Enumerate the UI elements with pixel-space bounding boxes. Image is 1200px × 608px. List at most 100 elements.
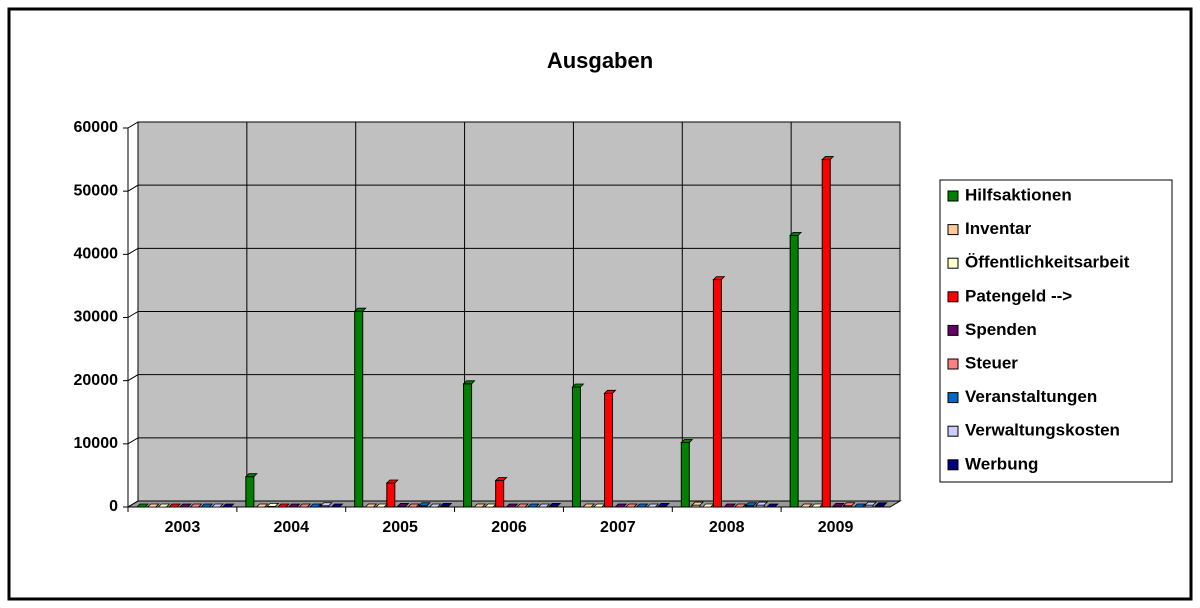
- legend-label: Hilfsaktionen: [965, 185, 1072, 204]
- bar-top: [646, 503, 660, 508]
- bar-top: [146, 503, 160, 508]
- chart-title: Ausgaben: [547, 48, 653, 73]
- bar-top: [853, 503, 867, 508]
- legend-label: Patengeld -->: [965, 286, 1072, 305]
- legend-label: Öffentlichkeitsarbeit: [965, 253, 1130, 272]
- bar-top: [712, 276, 726, 281]
- legend-swatch: [947, 257, 959, 269]
- bar: [354, 310, 364, 508]
- bar-top: [200, 503, 214, 508]
- y-tick-label: 30000: [74, 309, 119, 326]
- bar-top: [330, 503, 344, 508]
- bar-top: [396, 502, 410, 507]
- bar-top: [582, 503, 596, 508]
- x-tick-label: 2006: [491, 519, 527, 536]
- bar: [386, 482, 396, 508]
- bar-top: [516, 503, 530, 508]
- legend-label: Steuer: [965, 353, 1018, 372]
- x-tick-label: 2007: [600, 519, 636, 536]
- bar-top: [417, 502, 431, 507]
- bar: [821, 159, 831, 508]
- legend-swatch: [947, 224, 959, 236]
- bar-top: [755, 501, 769, 506]
- bar: [245, 476, 255, 508]
- bar-top: [428, 503, 442, 508]
- bar-top: [178, 503, 192, 508]
- y-tick-label: 60000: [74, 119, 119, 136]
- legend-swatch: [947, 392, 959, 404]
- legend-swatch: [947, 291, 959, 303]
- legend-swatch: [947, 190, 959, 202]
- bar: [571, 386, 581, 508]
- bar-top: [765, 503, 779, 508]
- bar-top: [526, 503, 540, 508]
- bar-top: [874, 502, 888, 507]
- bar-top: [136, 503, 149, 508]
- y-tick-label: 40000: [74, 246, 119, 263]
- legend-swatch: [947, 324, 959, 336]
- bar-top: [548, 502, 562, 507]
- bar-top: [353, 307, 367, 312]
- bar-top: [309, 503, 323, 508]
- y-tick-label: 0: [109, 498, 118, 515]
- bar-top: [657, 502, 670, 507]
- y-tick-label: 20000: [74, 372, 119, 389]
- bar-top: [864, 501, 878, 506]
- bar-top: [407, 503, 421, 508]
- legend-label: Inventar: [965, 219, 1032, 238]
- bar-top: [603, 389, 617, 394]
- bar-top: [266, 502, 280, 507]
- bar: [604, 392, 614, 508]
- bar-top: [462, 380, 476, 385]
- bar: [463, 383, 473, 508]
- y-tick-label: 10000: [74, 435, 119, 452]
- bar-top: [298, 503, 312, 508]
- bar-top: [157, 503, 171, 508]
- bar: [680, 442, 690, 508]
- bar-top: [439, 502, 453, 507]
- bar-top: [614, 503, 628, 508]
- bar-top: [189, 503, 203, 508]
- bar-top: [624, 503, 638, 508]
- bar-top: [799, 503, 813, 508]
- bar-top: [789, 231, 803, 236]
- legend: [939, 179, 1173, 483]
- x-tick-label: 2004: [273, 519, 309, 536]
- bar-top: [842, 502, 856, 507]
- bar-top: [244, 473, 258, 478]
- bar-top: [571, 383, 585, 388]
- legend-swatch: [947, 459, 959, 471]
- bar-top: [255, 503, 269, 508]
- bar-top: [831, 502, 845, 507]
- bar-top: [680, 439, 694, 443]
- bar-top: [319, 502, 333, 507]
- bar-top: [733, 503, 747, 508]
- bar-top: [537, 503, 551, 508]
- legend-label: Verwaltungskosten: [965, 421, 1120, 440]
- x-tick-label: 2003: [165, 519, 201, 536]
- legend-label: Werbung: [965, 454, 1038, 473]
- bar-top: [505, 503, 519, 508]
- bar-top: [723, 503, 737, 508]
- legend-label: Spenden: [965, 320, 1037, 339]
- bar-top: [221, 503, 235, 508]
- bar-top: [473, 503, 487, 508]
- bar-top: [691, 501, 704, 506]
- bar-top: [744, 502, 758, 507]
- bar-top: [635, 503, 649, 508]
- bar-top: [168, 503, 182, 508]
- legend-swatch: [947, 358, 959, 370]
- x-tick-label: 2005: [382, 519, 418, 536]
- legend-label: Veranstaltungen: [965, 387, 1097, 406]
- bar: [789, 234, 799, 508]
- bar-top: [821, 156, 835, 160]
- bar-top: [494, 477, 508, 481]
- bar-top: [364, 503, 378, 508]
- bar-top: [276, 503, 290, 508]
- bar: [712, 279, 722, 508]
- bar-top: [287, 503, 301, 508]
- bar: [495, 479, 505, 508]
- bar-top: [210, 503, 224, 508]
- y-tick-label: 50000: [74, 182, 119, 199]
